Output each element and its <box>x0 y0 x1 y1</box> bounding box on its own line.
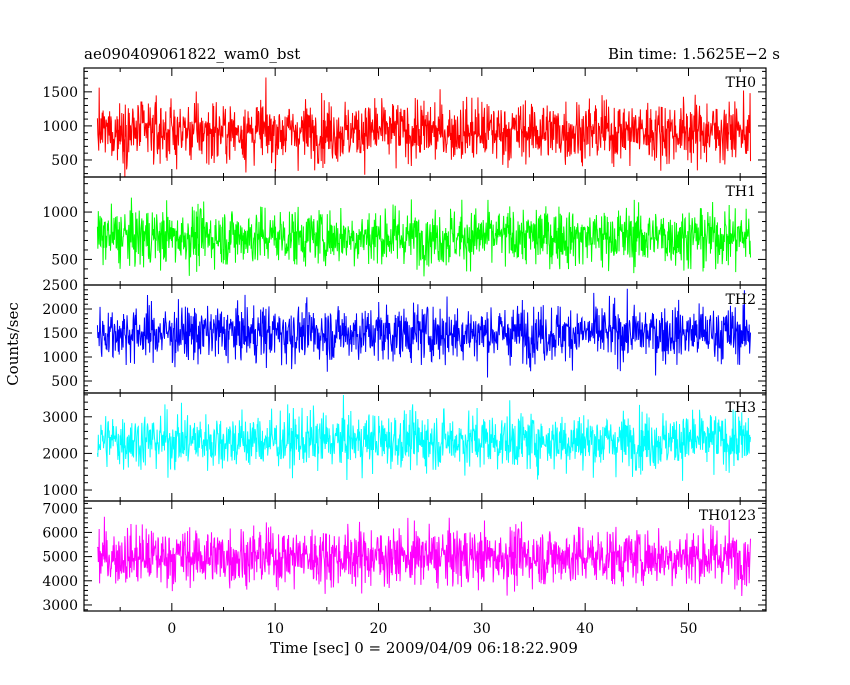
y-tick-label-th3: 1000 <box>42 483 78 499</box>
x-tick-label: 0 <box>167 621 176 637</box>
y-tick-label-th2: 1000 <box>42 350 78 366</box>
y-tick-label-th1: 1000 <box>42 205 78 221</box>
x-tick-label: 20 <box>370 621 388 637</box>
y-tick-label-th0123: 3000 <box>42 598 78 614</box>
panel-label-th3: TH3 <box>726 400 756 416</box>
y-tick-label-th0123: 4000 <box>42 574 78 590</box>
series-line-th0123 <box>96 516 751 597</box>
panel-label-th1: TH1 <box>726 184 756 200</box>
x-tick-label: 40 <box>576 621 594 637</box>
chart-title: ae090409061822_wam0_bst <box>84 45 300 63</box>
y-tick-label-th2: 500 <box>51 374 78 390</box>
y-tick-label-th3: 3000 <box>42 410 78 426</box>
panel-label-th0123: TH0123 <box>699 508 756 524</box>
y-tick-label-th0: 1500 <box>42 85 78 101</box>
series-line-th2 <box>96 288 751 378</box>
y-axis-title: Counts/sec <box>4 302 22 386</box>
x-tick-label: 50 <box>680 621 698 637</box>
y-tick-label-th0: 500 <box>51 153 78 169</box>
series-line-th3 <box>96 394 751 481</box>
panel-frame-th0123 <box>83 500 767 612</box>
bin-time-label: Bin time: 1.5625E−2 s <box>608 45 780 63</box>
y-tick-label-th2: 2500 <box>42 278 78 294</box>
series-line-th1 <box>96 197 751 277</box>
panel-label-th0: TH0 <box>726 75 756 91</box>
y-tick-label-th3: 2000 <box>42 446 78 462</box>
x-tick-label: 10 <box>266 621 284 637</box>
y-tick-label-th1: 500 <box>51 252 78 268</box>
panel-label-th2: TH2 <box>726 292 756 308</box>
y-tick-label-th2: 2000 <box>42 302 78 318</box>
x-tick-label: 30 <box>473 621 491 637</box>
y-tick-label-th2: 1500 <box>42 326 78 342</box>
series-line-th0 <box>96 77 751 178</box>
y-tick-label-th0123: 5000 <box>42 550 78 566</box>
y-tick-label-th0123: 6000 <box>42 525 78 541</box>
y-tick-label-th0: 1000 <box>42 119 78 135</box>
panels-group: TH050010001500TH15001000TH25001000150020… <box>42 67 767 637</box>
x-axis-title: Time [sec] 0 = 2009/04/09 06:18:22.909 <box>270 639 578 657</box>
y-tick-label-th0123: 7000 <box>42 501 78 517</box>
